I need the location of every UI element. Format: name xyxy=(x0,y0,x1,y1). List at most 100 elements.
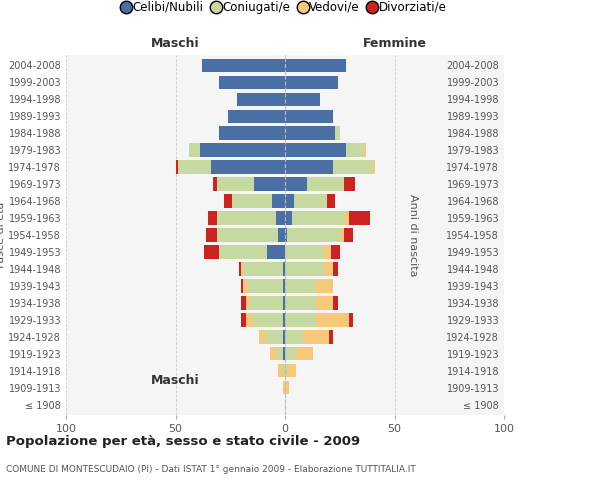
Bar xyxy=(287,228,340,241)
Bar xyxy=(283,330,285,344)
Bar xyxy=(335,126,340,140)
Bar xyxy=(285,296,316,310)
Bar xyxy=(228,110,285,123)
Bar xyxy=(287,364,296,378)
Bar xyxy=(283,280,285,292)
Bar xyxy=(268,246,285,258)
Bar xyxy=(307,178,344,190)
Bar xyxy=(200,144,285,156)
Bar xyxy=(292,212,344,224)
Bar xyxy=(325,246,331,258)
Bar xyxy=(285,364,287,378)
Bar xyxy=(364,144,366,156)
Bar xyxy=(241,280,244,292)
Bar xyxy=(204,246,220,258)
Bar xyxy=(333,262,338,276)
Bar xyxy=(326,194,335,207)
Bar xyxy=(285,314,316,326)
Bar xyxy=(283,381,285,394)
Text: Maschi: Maschi xyxy=(151,37,200,50)
Bar xyxy=(254,178,285,190)
Bar xyxy=(296,347,313,360)
Bar xyxy=(346,144,364,156)
Bar xyxy=(285,194,294,207)
Bar xyxy=(285,381,289,394)
Bar xyxy=(248,280,283,292)
Y-axis label: Anni di nascita: Anni di nascita xyxy=(407,194,418,276)
Bar xyxy=(188,144,200,156)
Y-axis label: Fasce di età: Fasce di età xyxy=(0,202,5,268)
Bar xyxy=(241,314,245,326)
Text: Maschi: Maschi xyxy=(151,374,200,388)
Bar xyxy=(259,330,265,344)
Bar xyxy=(344,228,353,241)
Bar xyxy=(211,160,285,173)
Bar xyxy=(329,330,333,344)
Bar xyxy=(278,364,283,378)
Bar xyxy=(285,330,302,344)
Bar xyxy=(276,347,283,360)
Bar xyxy=(283,314,285,326)
Bar xyxy=(316,314,349,326)
Bar xyxy=(239,262,241,276)
Bar xyxy=(269,347,276,360)
Bar xyxy=(217,178,254,190)
Bar xyxy=(220,246,268,258)
Bar xyxy=(285,110,333,123)
Bar xyxy=(285,280,316,292)
Text: Popolazione per età, sesso e stato civile - 2009: Popolazione per età, sesso e stato civil… xyxy=(6,435,360,448)
Bar xyxy=(285,178,307,190)
Bar xyxy=(202,58,285,72)
Bar xyxy=(349,314,353,326)
Bar xyxy=(285,126,335,140)
Bar xyxy=(217,228,278,241)
Bar xyxy=(302,330,329,344)
Bar xyxy=(349,212,370,224)
Bar xyxy=(283,296,285,310)
Bar xyxy=(333,160,373,173)
Bar xyxy=(285,347,296,360)
Bar xyxy=(245,296,250,310)
Bar xyxy=(285,58,346,72)
Bar xyxy=(206,228,217,241)
Bar xyxy=(265,330,283,344)
Bar xyxy=(220,126,285,140)
Bar xyxy=(283,347,285,360)
Bar xyxy=(250,296,283,310)
Bar xyxy=(285,262,325,276)
Text: COMUNE DI MONTESCUDAIO (PI) - Dati ISTAT 1° gennaio 2009 - Elaborazione TUTTITAL: COMUNE DI MONTESCUDAIO (PI) - Dati ISTAT… xyxy=(6,465,416,474)
Bar xyxy=(285,144,346,156)
Bar xyxy=(244,280,248,292)
Bar xyxy=(285,92,320,106)
Bar xyxy=(176,160,178,173)
Bar xyxy=(241,262,244,276)
Bar xyxy=(213,178,217,190)
Legend: Celibi/Nubili, Coniugati/e, Vedovi/e, Divorziati/e: Celibi/Nubili, Coniugati/e, Vedovi/e, Di… xyxy=(119,0,451,18)
Bar xyxy=(294,194,326,207)
Bar xyxy=(276,212,285,224)
Bar xyxy=(220,76,285,89)
Bar xyxy=(373,160,375,173)
Bar xyxy=(224,194,232,207)
Bar xyxy=(340,228,344,241)
Bar xyxy=(316,296,333,310)
Bar xyxy=(344,212,349,224)
Bar xyxy=(252,314,283,326)
Bar xyxy=(237,92,285,106)
Text: Femmine: Femmine xyxy=(362,37,427,50)
Bar xyxy=(245,314,252,326)
Bar xyxy=(283,262,285,276)
Bar xyxy=(285,212,292,224)
Bar xyxy=(217,212,276,224)
Bar xyxy=(285,246,325,258)
Bar xyxy=(232,194,272,207)
Bar xyxy=(285,160,333,173)
Bar xyxy=(208,212,217,224)
Bar xyxy=(244,262,283,276)
Bar xyxy=(278,228,285,241)
Bar xyxy=(285,76,338,89)
Bar xyxy=(331,246,340,258)
Bar xyxy=(316,280,333,292)
Bar xyxy=(325,262,333,276)
Bar xyxy=(285,228,287,241)
